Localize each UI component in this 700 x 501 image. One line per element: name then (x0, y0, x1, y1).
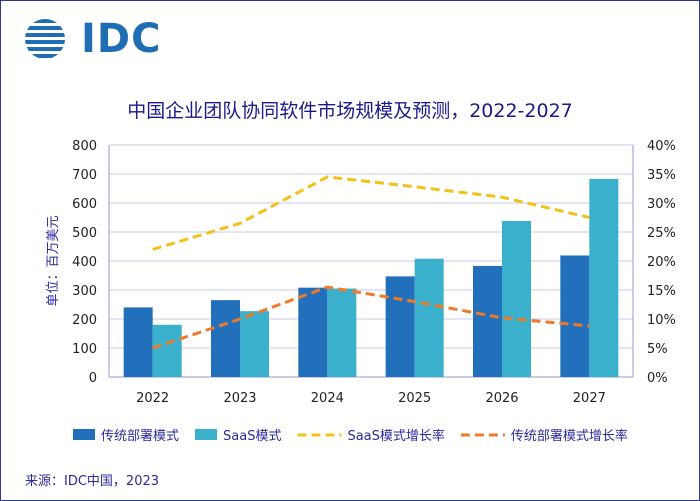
y-axis-label: 单位：百万美元 (46, 215, 61, 306)
y-tick-label: 500 (72, 226, 97, 241)
y2-tick-label: 35% (647, 168, 676, 183)
chart-title: 中国企业团队协同软件市场规模及预测，2022-2027 (127, 100, 573, 122)
bar-on-prem (385, 276, 415, 377)
y2-tick-label: 30% (647, 197, 676, 212)
y2-tick-label: 40% (647, 139, 676, 154)
y2-tick-label: 15% (647, 284, 676, 299)
on-prem-growth-line (152, 285, 590, 350)
legend-label: SaaS模式 (223, 429, 281, 444)
x-tick-label: 2024 (311, 391, 344, 406)
bar-on-prem (123, 307, 153, 377)
logo-text: IDC (81, 16, 162, 62)
legend-swatch (195, 429, 218, 440)
y2-tick-label: 20% (647, 255, 676, 270)
legend-swatch (73, 429, 95, 440)
bar-on-prem (298, 287, 328, 377)
bar-saas (327, 288, 357, 377)
y-tick-label: 200 (72, 313, 97, 328)
bar-saas (240, 311, 269, 377)
bar-saas (414, 258, 444, 377)
bar-saas (589, 178, 619, 377)
legend-label: 传统部署模式 (101, 429, 179, 444)
legend-label: SaaS模式增长率 (347, 428, 444, 444)
y2-tick-label: 0% (647, 371, 668, 386)
x-tick-label: 2022 (136, 391, 169, 406)
y-tick-label: 100 (72, 342, 97, 357)
bar-on-prem (211, 300, 240, 377)
y-tick-label: 400 (72, 255, 97, 270)
legend-label: 传统部署模式增长率 (511, 428, 628, 444)
x-tick-label: 2026 (485, 391, 518, 406)
saas-growth-line (152, 175, 590, 251)
y2-tick-label: 25% (647, 226, 676, 241)
y-tick-label: 300 (72, 284, 97, 299)
y-tick-label: 700 (72, 168, 97, 183)
y2-tick-label: 5% (647, 342, 668, 357)
y-tick-label: 800 (72, 139, 97, 154)
source-note: 来源：IDC中国，2023 (25, 474, 160, 489)
globe-stripes-icon (25, 19, 65, 58)
y-tick-label: 0 (89, 371, 97, 386)
y2-tick-label: 10% (647, 313, 676, 328)
idc-logo: IDC (21, 15, 161, 63)
y-tick-label: 600 (72, 197, 97, 212)
bar-saas (152, 324, 182, 377)
x-tick-label: 2023 (223, 391, 256, 406)
bar-on-prem (473, 265, 502, 377)
bar-on-prem (560, 255, 590, 377)
x-tick-label: 2025 (398, 391, 431, 406)
bar-saas (502, 220, 531, 377)
x-tick-label: 2027 (573, 391, 606, 406)
